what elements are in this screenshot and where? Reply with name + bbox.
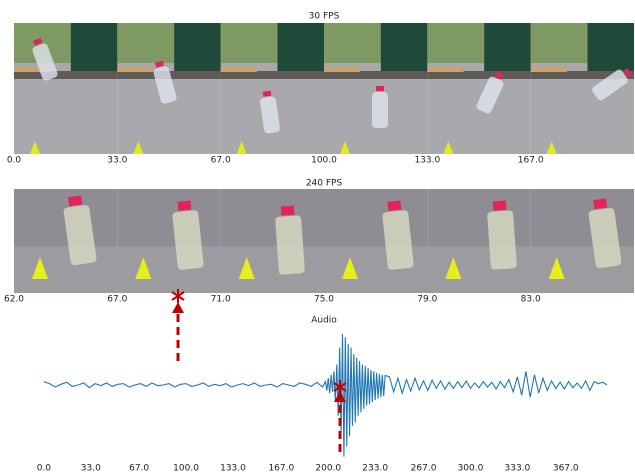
curb	[14, 71, 117, 79]
curb	[427, 71, 530, 79]
x-tick-label: 133.0	[220, 464, 246, 474]
curb-top	[117, 67, 153, 72]
bottle-cap	[281, 206, 295, 216]
x-tick-label: 367.0	[553, 464, 579, 474]
panel-title: 30 FPS	[309, 12, 340, 22]
bottle-cap	[177, 201, 191, 211]
arrow-head	[172, 302, 184, 313]
x-tick-label: 133.0	[414, 156, 440, 166]
frame	[221, 189, 324, 293]
x-tick-label: 267.0	[411, 464, 437, 474]
x-tick-label: 33.0	[107, 156, 127, 166]
x-tick-label: 83.0	[521, 295, 541, 305]
ground-shade	[117, 246, 220, 293]
frame	[117, 189, 220, 293]
event-marker	[172, 289, 346, 452]
dumpster	[71, 23, 123, 71]
x-tick-label: 333.0	[505, 464, 531, 474]
frame	[324, 23, 433, 154]
x-tick-label: 67.0	[211, 156, 231, 166]
x-tick-label: 100.0	[173, 464, 199, 474]
x-tick-label: 100.0	[311, 156, 337, 166]
bottle-cap	[593, 198, 607, 209]
ground-shade	[221, 246, 324, 293]
bottle-cap	[387, 201, 401, 211]
frame	[427, 189, 530, 293]
frame	[221, 23, 329, 154]
dumpster	[381, 23, 433, 71]
panel-title: Audio	[311, 316, 337, 326]
dumpster	[278, 23, 330, 71]
curb-top	[324, 67, 360, 72]
dumpster	[174, 23, 226, 71]
frame	[117, 23, 226, 154]
bottle-cap	[376, 86, 384, 91]
image-strip	[14, 189, 634, 293]
x-tick-label: 0.0	[37, 464, 52, 474]
x-tick-label: 233.0	[362, 464, 388, 474]
bottle-body	[487, 210, 517, 270]
bottle-body	[275, 215, 305, 275]
x-tick-label: 200.0	[315, 464, 341, 474]
dumpster	[588, 23, 635, 71]
curb-top	[221, 67, 257, 72]
image-strip	[14, 23, 635, 154]
frame	[14, 23, 123, 154]
x-tick-label: 300.0	[458, 464, 484, 474]
frame	[531, 189, 634, 293]
x-tick-label: 67.0	[107, 295, 127, 305]
x-tick-label: 62.0	[4, 295, 24, 305]
audio-waveform	[44, 334, 607, 457]
frame	[531, 23, 635, 154]
panel-title: 240 FPS	[306, 179, 343, 189]
curb	[324, 71, 427, 79]
x-tick-label: 67.0	[129, 464, 149, 474]
x-tick-label: 71.0	[211, 295, 231, 305]
x-tick-label: 33.0	[81, 464, 101, 474]
x-tick-label: 0.0	[7, 156, 22, 166]
frame	[14, 189, 117, 293]
ground-shade	[14, 246, 117, 293]
bottle-cap	[68, 195, 82, 206]
bottle-cap	[493, 201, 507, 211]
x-tick-label: 75.0	[314, 295, 334, 305]
dumpster	[484, 23, 536, 71]
audio-plot: 0.0 33.0 67.0 100.0 133.0 167.0 200.0 233.0 267.…	[37, 334, 607, 474]
frame	[427, 23, 535, 154]
bottle-body	[372, 92, 388, 128]
x-tick-label: 167.0	[518, 156, 544, 166]
figure: 30 FPS 240 FPS Audio 0.0 33.0 67.0 100.0 133…	[0, 0, 635, 474]
x-tick-label: 167.0	[268, 464, 294, 474]
curb-top	[531, 67, 567, 72]
curb-top	[427, 67, 463, 72]
frame	[324, 189, 427, 293]
x-tick-label: 79.0	[417, 295, 437, 305]
curb	[221, 71, 324, 79]
